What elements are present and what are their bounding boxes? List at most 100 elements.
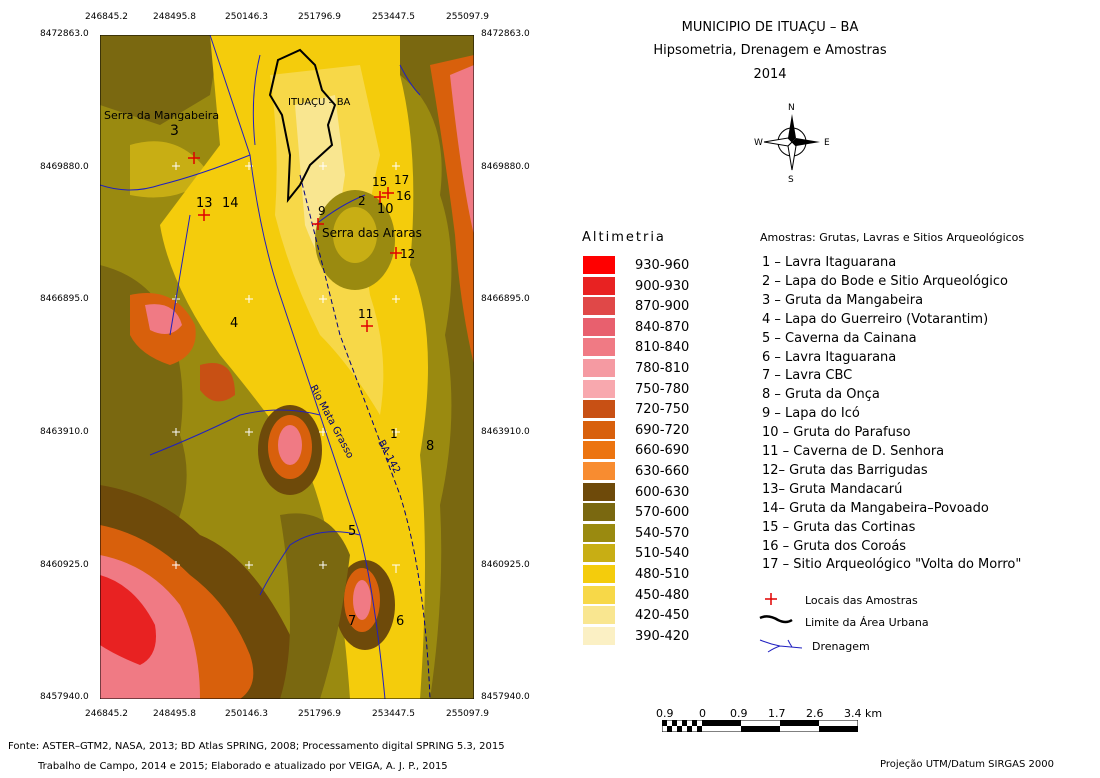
altimetry-label: 450-480 [635,587,690,603]
sample-item: 14– Gruta da Mangabeira–Povoado [762,500,989,516]
compass-north-arrow [788,114,796,142]
label-serra-mangabeira: Serra da Mangabeira [104,109,219,122]
terrain-araras-top [333,207,377,263]
scale-tick-3: 1.7 [768,707,786,720]
sample-number-15: 15 [372,175,387,189]
sample-number-8: 8 [426,439,434,454]
altimetry-swatch [583,276,615,295]
hypsometric-map: ITUAÇU – BA Serra da Mangabeira Serra da… [100,35,474,699]
compass-south-arrow [787,141,797,171]
compass-w: W [754,138,763,148]
altimetry-swatch [583,626,615,645]
sample-item: 1 – Lavra Itaguarana [762,255,897,270]
x-tick-bottom-2: 250146.3 [225,709,268,719]
sample-number-16: 16 [396,189,411,203]
terrain-west-knob [200,363,235,402]
y-tick-right-2: 8466895.0 [481,294,530,304]
terrain-east-peak [450,65,474,235]
urban-limit-icon [759,615,793,624]
sample-item: 7 – Lavra CBC [762,368,853,384]
sample-item: 12– Gruta das Barrigudas [762,462,928,478]
sample-marker-icon [765,593,777,605]
sample-item: 16 – Gruta dos Coroás [762,538,907,554]
altimetry-label: 780-810 [635,361,690,376]
y-tick-left-1: 8469880.0 [40,162,89,172]
sample-number-10: 10 [377,202,394,217]
x-tick-top-3: 251796.9 [298,12,341,22]
legend-drainage: Drenagem [812,640,870,653]
drainage-icon [759,639,803,653]
terrain-south-peak [353,580,371,620]
altimetry-label: 720-750 [635,402,690,418]
compass-east-arrow [792,138,820,146]
sample-item: 15 – Gruta das Cortinas [762,519,916,535]
sample-number-7: 7 [348,614,356,629]
altimetry-label: 690-720 [635,422,690,438]
y-tick-left-2: 8466895.0 [40,294,89,304]
altimetry-label: 630-660 [635,464,690,479]
scale-tick-5: 3.4 km [844,707,883,720]
altimetry-label: 810-840 [635,340,690,356]
map-subtitle: Hipsometria, Drenagem e Amostras [653,43,887,58]
terrain-west-peak [145,304,182,334]
urban-label: ITUAÇU – BA [288,97,351,108]
compass-e: E [824,138,830,148]
altimetry-swatch [583,297,615,316]
sample-item: 6 – Lavra Itaguarana [762,349,897,365]
sample-number-1: 1 [390,427,398,441]
altimetry-swatch [583,462,615,480]
x-tick-top-2: 250146.3 [225,12,268,22]
scale-tick-1: 0 [699,707,706,720]
terrain-sw-peak [100,575,156,665]
x-tick-top-5: 255097.9 [446,12,489,22]
y-tick-left-3: 8463910.0 [40,427,89,437]
altimetry-label: 510-540 [635,546,690,562]
altimetry-label: 420-450 [635,608,690,624]
y-tick-right-5: 8457940.0 [481,692,530,702]
compass-rose: N S W E [754,103,830,184]
altimetry-swatch [583,544,615,563]
sample-number-3: 3 [170,123,179,139]
altimetry-swatch [583,420,615,439]
sample-item: 3 – Gruta da Mangabeira [762,292,924,308]
sample-number-6: 6 [396,614,404,629]
x-tick-bottom-3: 251796.9 [298,709,341,719]
sample-number-9: 9 [318,204,326,218]
scale-tick-4: 2.6 [806,707,824,720]
urban-limit [268,48,337,204]
sample-item: 4 – Lapa do Guerreiro (Votarantim) [762,311,989,327]
x-tick-top-4: 253447.5 [372,12,415,22]
sample-item: 10 – Gruta do Parafuso [762,425,911,441]
altimetry-swatch [583,317,615,336]
sample-number-11: 11 [358,307,373,321]
altimetry-swatch [583,482,615,501]
sample-item: 13– Gruta Mandacarú [762,481,903,497]
terrain-nw-dark [100,35,220,125]
sample-markers [188,152,402,332]
samples-title: Amostras: Grutas, Lavras e Sitios Arqueo… [760,231,1025,244]
sample-item: 9 – Lapa do Icó [762,406,860,422]
x-tick-bottom-0: 246845.2 [85,709,128,719]
x-tick-bottom-4: 253447.5 [372,709,415,719]
altimetry-swatch [583,256,615,274]
altimetry-swatch [583,441,615,460]
y-tick-left-0: 8472863.0 [40,29,89,39]
y-tick-right-0: 8472863.0 [481,29,530,39]
compass-s: S [788,175,794,184]
terrain-mangabeira-plateau [130,141,210,198]
legend-urban-limit: Limite da Área Urbana [805,616,929,629]
scale-tick-2: 0.9 [730,707,748,720]
sample-item: 8 – Gruta da Onça [762,387,880,403]
scale-tick-0: 0.9 [656,707,674,720]
y-tick-right-4: 8460925.0 [481,560,530,570]
map-title: MUNICIPIO DE ITUAÇU – BA [681,20,859,35]
y-tick-right-3: 8463910.0 [481,427,530,437]
altimetry-label: 600-630 [635,484,690,500]
altimetry-label: 930-960 [635,258,690,273]
compass-n: N [788,103,795,113]
altimetry-title: Altimetria [582,230,666,245]
compass-west-arrow [763,137,793,147]
x-tick-bottom-5: 255097.9 [446,709,489,719]
sample-number-5: 5 [348,524,356,539]
sample-item: 5 – Caverna da Cainana [762,330,917,346]
